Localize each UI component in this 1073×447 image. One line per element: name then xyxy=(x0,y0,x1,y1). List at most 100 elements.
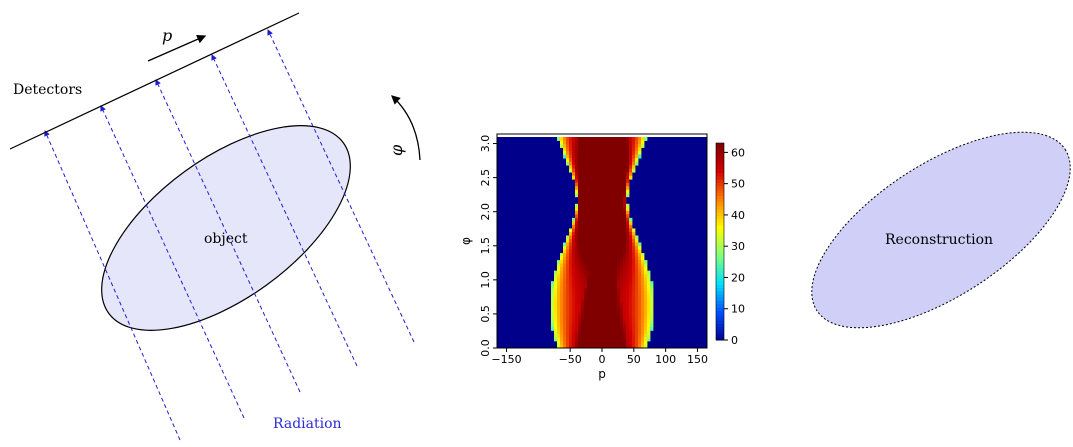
heatmap-cell xyxy=(554,312,558,317)
heatmap-cell xyxy=(581,316,585,321)
heatmap-cell xyxy=(575,263,579,268)
heatmap-cell xyxy=(590,277,594,282)
heatmap-cell xyxy=(629,312,633,317)
heatmap-cell xyxy=(572,340,576,345)
heatmap-cell xyxy=(593,137,597,141)
heatmap-cell xyxy=(608,281,612,286)
heatmap-cell xyxy=(596,267,600,272)
heatmap-cell xyxy=(617,333,621,338)
colorbar-segment xyxy=(716,251,724,256)
heatmap-cell xyxy=(605,302,609,307)
heatmap-cell xyxy=(641,270,645,275)
heatmap-cell xyxy=(617,151,621,155)
heatmap-cell xyxy=(569,260,573,264)
heatmap-cell xyxy=(584,140,588,145)
heatmap-cell xyxy=(590,210,594,215)
heatmap-cell xyxy=(620,137,624,141)
heatmap-cell xyxy=(614,298,618,303)
heatmap-cell xyxy=(644,277,648,282)
heatmap-cell xyxy=(620,298,624,303)
heatmap-cell xyxy=(623,316,627,321)
heatmap-cell xyxy=(638,260,642,264)
heatmap-cell xyxy=(587,144,591,148)
heatmap-cell xyxy=(578,281,582,286)
heatmap-cell xyxy=(608,217,612,222)
colorbar-segment xyxy=(716,165,724,170)
heatmap-cell xyxy=(590,147,594,152)
heatmap-cell xyxy=(569,235,573,240)
heatmap-cell xyxy=(566,147,570,152)
heatmap-cell xyxy=(572,175,576,180)
heatmap-cell xyxy=(605,200,609,205)
heatmap-cell xyxy=(596,235,600,240)
heatmap-cell xyxy=(590,175,594,180)
colorbar-segment xyxy=(716,221,724,226)
heatmap-cell xyxy=(566,270,570,275)
heatmap-cell xyxy=(629,302,633,307)
heatmap-cell xyxy=(575,316,579,321)
heatmap-cell xyxy=(587,312,591,317)
heatmap-cell xyxy=(584,246,588,250)
heatmap-cell xyxy=(593,323,597,328)
heatmap-cell xyxy=(572,238,576,243)
heatmap-cell xyxy=(611,263,615,268)
heatmap-cell xyxy=(578,196,582,201)
heatmap-cell xyxy=(593,217,597,222)
heatmap-cell xyxy=(569,228,573,233)
heatmap-cell xyxy=(644,344,648,349)
heatmap-cell xyxy=(641,326,645,331)
heatmap-cell xyxy=(626,340,630,345)
heatmap-cell xyxy=(575,189,579,194)
heatmap-cell xyxy=(638,137,642,141)
heatmap-cell xyxy=(611,337,615,342)
colorbar-segment xyxy=(716,290,724,295)
heatmap-cell xyxy=(572,249,576,254)
heatmap-cell xyxy=(584,344,588,349)
heatmap-cell xyxy=(608,179,612,184)
heatmap-cell xyxy=(611,179,615,184)
heatmap-cell xyxy=(578,235,582,240)
heatmap-cell xyxy=(593,200,597,205)
heatmap-cell xyxy=(635,147,639,152)
heatmap-cell xyxy=(599,203,603,208)
heatmap-cell xyxy=(611,224,615,229)
heatmap-cell xyxy=(590,231,594,236)
heatmap-cell xyxy=(620,323,624,328)
heatmap-cell xyxy=(605,316,609,321)
heatmap-cell xyxy=(608,203,612,208)
heatmap-cell xyxy=(605,151,609,155)
heatmap-cell xyxy=(638,330,642,335)
heatmap-cell xyxy=(605,319,609,324)
heatmap-cell xyxy=(590,228,594,233)
heatmap-cell xyxy=(629,288,633,293)
heatmap-cell xyxy=(581,260,585,264)
colorbar-segment xyxy=(716,198,724,203)
x-axis-label: p xyxy=(598,367,606,381)
heatmap-cell xyxy=(632,228,636,233)
heatmap-cell xyxy=(572,263,576,268)
heatmap-cell xyxy=(590,217,594,222)
heatmap-cell xyxy=(581,263,585,268)
heatmap-cell xyxy=(617,249,621,254)
heatmap-cell xyxy=(614,235,618,240)
heatmap-cell xyxy=(599,295,603,300)
heatmap-cell xyxy=(596,186,600,191)
heatmap-cell xyxy=(563,295,567,300)
heatmap-cell xyxy=(620,288,624,293)
heatmap-cell xyxy=(632,312,636,317)
heatmap-cell xyxy=(584,302,588,307)
heatmap-cell xyxy=(635,340,639,345)
heatmap-cell xyxy=(614,312,618,317)
heatmap-cell xyxy=(581,253,585,257)
heatmap-cell xyxy=(593,326,597,331)
heatmap-cell xyxy=(575,137,579,141)
heatmap-cell xyxy=(554,270,558,275)
heatmap-cell xyxy=(599,326,603,331)
heatmap-cell xyxy=(638,147,642,152)
heatmap-cell xyxy=(602,179,606,184)
heatmap-cell xyxy=(572,270,576,275)
heatmap-cell xyxy=(572,151,576,155)
heatmap-cell xyxy=(620,179,624,184)
heatmap-cell xyxy=(590,340,594,345)
heatmap-cell xyxy=(620,203,624,208)
